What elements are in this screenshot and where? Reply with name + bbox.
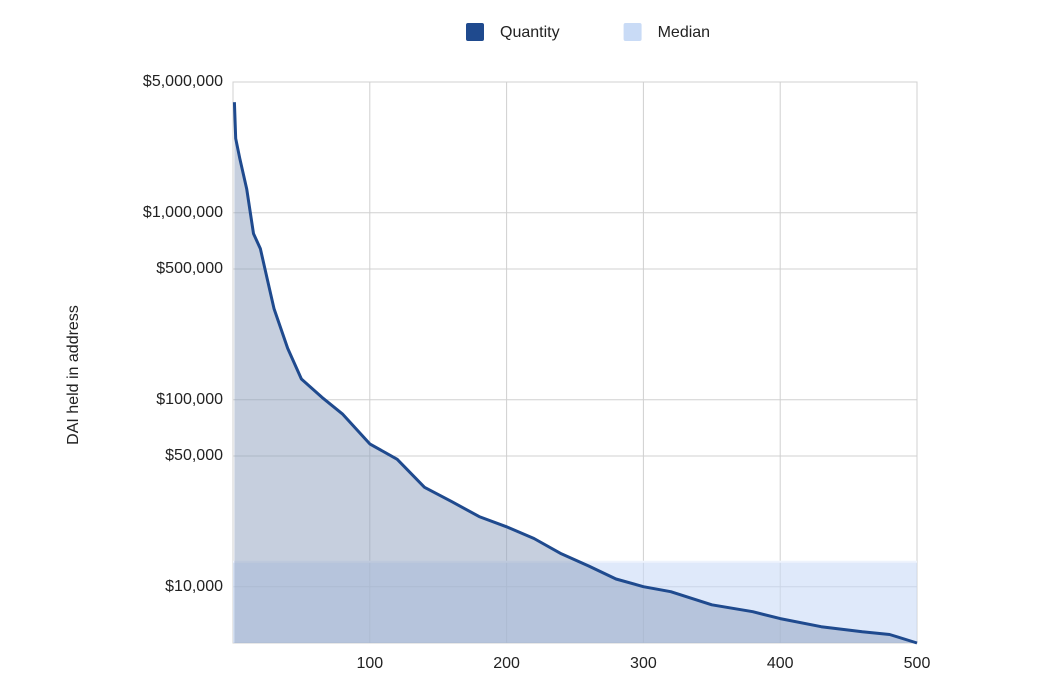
legend-label: Median: [658, 24, 710, 41]
y-tick-label: $5,000,000: [143, 73, 223, 90]
legend-swatch: [466, 23, 484, 41]
legend-swatch: [623, 23, 642, 41]
x-tick-label: 200: [493, 655, 520, 672]
y-tick-label: $50,000: [165, 447, 223, 464]
y-tick-label: $10,000: [165, 578, 223, 595]
x-tick-label: 500: [904, 655, 931, 672]
y-tick-label: $100,000: [156, 391, 223, 408]
y-tick-label: $500,000: [156, 260, 223, 277]
y-tick-label: $1,000,000: [143, 204, 223, 221]
quantity-area: [234, 102, 918, 643]
x-tick-label: 300: [630, 655, 657, 672]
y-axis-label: DAI held in address: [65, 305, 82, 445]
x-tick-label: 400: [767, 655, 794, 672]
x-tick-label: 100: [356, 655, 383, 672]
quantity-line: [232, 102, 918, 645]
legend-label: Quantity: [500, 24, 560, 41]
